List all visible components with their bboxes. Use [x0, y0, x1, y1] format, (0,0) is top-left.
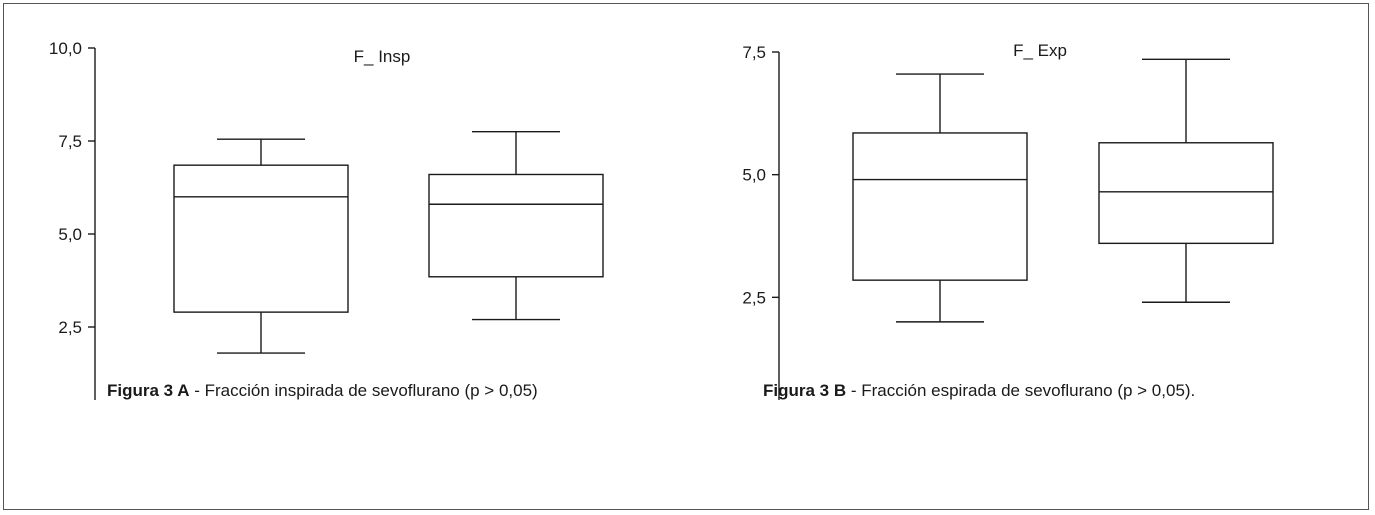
y-tick-label-b-1: 2,5 [742, 288, 766, 307]
y-tick-label-a-2: 5,0 [58, 225, 82, 244]
chart-panel-a: F_ Insp 0,02,55,07,510,0G1G2 [49, 39, 604, 400]
caption-a-label: Figura 3 A [107, 381, 190, 400]
box-a-1 [428, 173, 604, 278]
caption-b-label: Figura 3 B [763, 381, 847, 400]
chart-title-a: F_ Insp [354, 47, 411, 66]
chart-panel-b: F_ Exp 0,02,55,07,5G1G2 [742, 41, 1274, 400]
y-tick-label-a-3: 7,5 [58, 132, 82, 151]
figure-frame [3, 3, 1369, 510]
chart-title-b: F_ Exp [1013, 41, 1067, 60]
caption-b-text: - Fracción espirada de sevoflurano (p > … [846, 381, 1196, 400]
box-b-1 [1098, 142, 1274, 245]
caption-b: Figura 3 B - Fracción espirada de sevofl… [763, 381, 1195, 401]
box-a-0 [173, 164, 349, 313]
box-b-0 [852, 132, 1028, 281]
y-tick-label-a-1: 2,5 [58, 318, 82, 337]
y-tick-label-a-4: 10,0 [49, 39, 82, 58]
y-tick-label-b-2: 5,0 [742, 166, 766, 185]
caption-a: Figura 3 A - Fracción inspirada de sevof… [107, 381, 538, 401]
caption-a-text: - Fracción inspirada de sevoflurano (p >… [189, 381, 538, 400]
y-tick-label-b-3: 7,5 [742, 43, 766, 62]
